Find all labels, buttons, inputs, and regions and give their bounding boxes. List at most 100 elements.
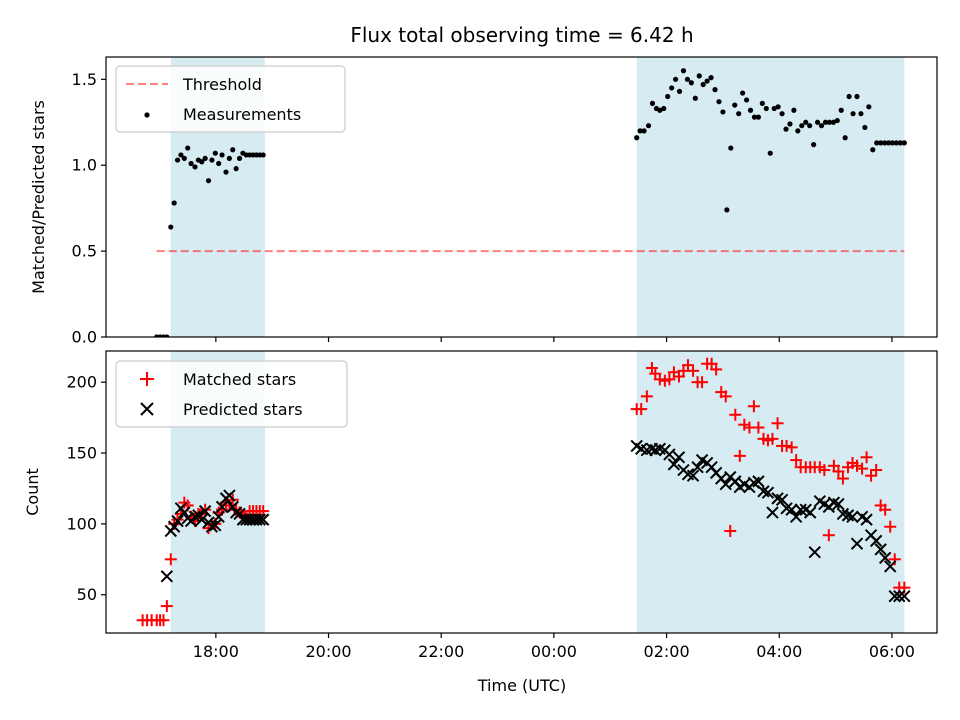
- predicted-star-point: [178, 506, 191, 519]
- matched-star-point: [752, 421, 765, 434]
- matched-star-point: [681, 359, 694, 372]
- ratio-y-tick-label: 1.0: [72, 156, 97, 175]
- measurement-point: [680, 68, 687, 74]
- measurement-point: [164, 334, 170, 337]
- measurement-point: [185, 145, 191, 151]
- ratio-y-tick-label: 0.0: [72, 328, 97, 347]
- predicted-star-point: [672, 451, 686, 464]
- measurement-point: [882, 140, 888, 146]
- measurement-point: [665, 93, 671, 100]
- measurement-point: [870, 147, 876, 153]
- measurement-point: [205, 178, 212, 184]
- predicted-star-point: [808, 546, 821, 559]
- predicted-star-point: [752, 475, 765, 488]
- measurement-point: [755, 114, 762, 120]
- measurement-point: [743, 97, 750, 103]
- predicted-star-point: [691, 460, 704, 474]
- measurement-point: [834, 117, 840, 124]
- count-x-tick-label: 02:00: [644, 642, 690, 661]
- matched-star-point: [199, 503, 212, 516]
- count-x-tick-label: 04:00: [756, 642, 802, 661]
- predicted-star-point: [160, 570, 174, 583]
- measurement-point: [684, 76, 691, 82]
- predicted-star-point: [195, 513, 208, 526]
- measurement-point: [704, 78, 710, 84]
- matched-star-point: [738, 418, 751, 431]
- matched-star-point: [724, 524, 737, 537]
- measurement-point: [199, 159, 205, 165]
- legend-measurements-label: Measurements: [183, 105, 301, 124]
- matched-star-point: [729, 408, 742, 421]
- measurement-point: [897, 140, 903, 146]
- measurement-point: [751, 114, 758, 120]
- measurement-point: [669, 85, 675, 91]
- measurement-point: [720, 109, 726, 115]
- measurement-point: [759, 100, 765, 106]
- measurement-point: [226, 155, 232, 161]
- measurement-point: [838, 107, 844, 113]
- ratio-y-axis-label: Matched/Predicted stars: [29, 100, 48, 294]
- measurement-point: [795, 128, 801, 134]
- predicted-star-point: [663, 448, 676, 461]
- measurement-point: [637, 128, 643, 134]
- measurement-point: [874, 140, 880, 146]
- measurement-point: [233, 166, 239, 172]
- count-y-tick-label: 100: [66, 514, 97, 533]
- measurement-point: [807, 123, 813, 129]
- measurement-point: [188, 160, 194, 167]
- measurement-point: [649, 100, 656, 106]
- measurement-point: [657, 107, 663, 113]
- matched-star-point: [870, 464, 883, 477]
- predicted-star-point: [898, 589, 911, 603]
- measurement-point: [230, 147, 236, 153]
- measurement-point: [830, 119, 836, 125]
- measurement-point: [724, 207, 730, 213]
- count-x-tick-label: 00:00: [531, 642, 577, 661]
- measurement-point: [740, 90, 746, 96]
- measurement-point: [202, 155, 208, 161]
- count-panel-frame: [105, 350, 938, 634]
- predicted-star-point: [850, 537, 864, 550]
- predicted-star-point: [804, 506, 817, 519]
- matched-star-point: [635, 403, 648, 416]
- measurement-point: [209, 157, 215, 163]
- ratio-observing-band: [636, 57, 905, 337]
- predicted-star-point: [893, 589, 906, 603]
- matched-star-point: [888, 553, 901, 566]
- measurement-point: [767, 150, 773, 156]
- measurement-point: [779, 111, 785, 117]
- matched-star-point: [687, 364, 700, 377]
- predicted-star-point: [256, 513, 270, 526]
- measurement-point: [174, 157, 181, 163]
- measurement-point: [645, 123, 652, 129]
- matched-star-point: [164, 553, 177, 566]
- measurement-point: [696, 73, 702, 79]
- measurement-point: [700, 81, 706, 88]
- predicted-star-point: [761, 486, 775, 499]
- matched-star-point: [822, 529, 835, 542]
- measurement-point: [771, 105, 777, 112]
- measurement-point: [842, 135, 848, 141]
- matched-star-point: [879, 503, 892, 516]
- predicted-star-point: [188, 510, 202, 524]
- measurement-point: [216, 160, 222, 167]
- ratio-y-tick-label: 1.5: [72, 70, 97, 89]
- matched-star-point: [696, 376, 709, 389]
- measurement-point: [826, 119, 832, 125]
- measurement-point: [747, 107, 754, 113]
- predicted-star-point: [205, 520, 219, 533]
- count-y-axis-label: Count: [23, 468, 42, 516]
- matched-star-point: [160, 600, 173, 613]
- measurement-point: [866, 104, 872, 110]
- measurement-point: [728, 145, 734, 151]
- predicted-star-point: [785, 503, 798, 516]
- matched-star-point: [719, 390, 732, 403]
- measurement-point: [783, 126, 789, 132]
- count-legend: Matched stars Predicted stars: [115, 360, 348, 428]
- predicted-star-point: [198, 504, 212, 518]
- measurement-point: [688, 80, 694, 86]
- measurement-point: [901, 140, 907, 146]
- count-legend-box: [115, 360, 348, 428]
- predicted-star-point: [878, 551, 892, 565]
- measurement-point: [854, 93, 860, 100]
